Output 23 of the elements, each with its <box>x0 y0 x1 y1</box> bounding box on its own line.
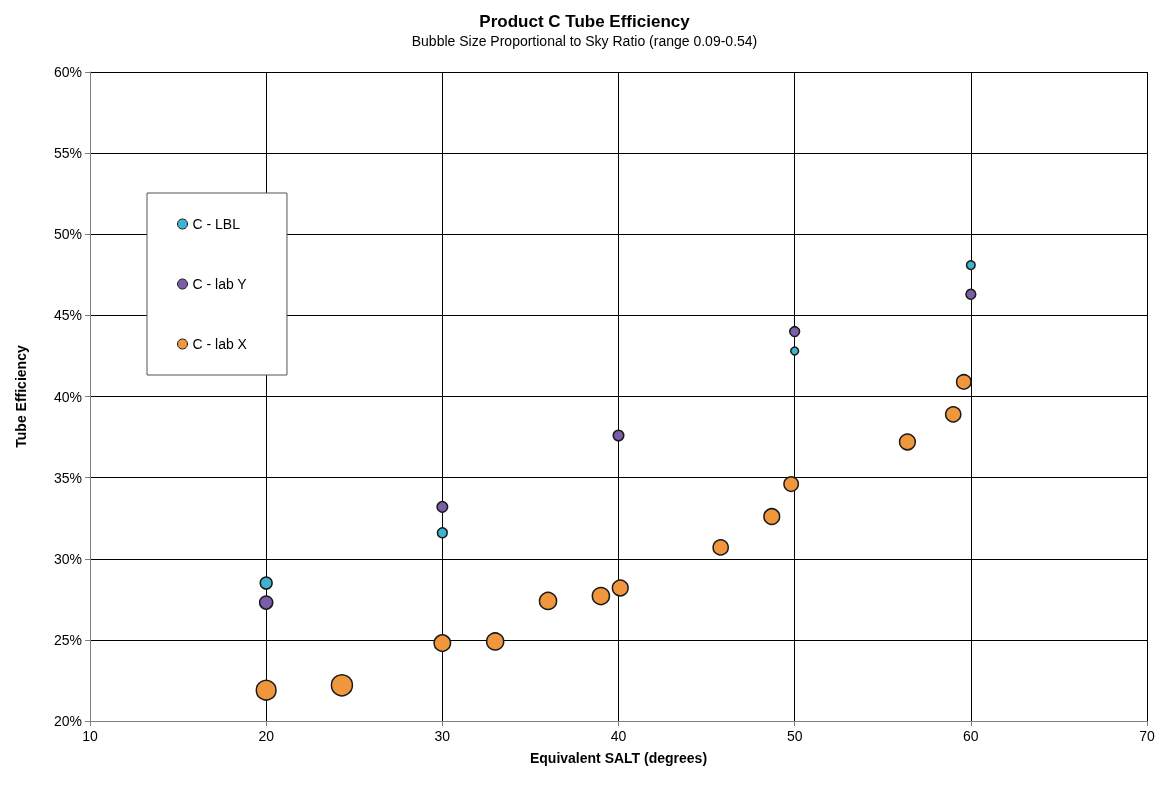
x-tick-label: 30 <box>434 728 451 744</box>
y-tick-label: 50% <box>53 226 82 243</box>
y-axis-title: Tube Efficiency <box>13 345 29 448</box>
y-tick-label: 45% <box>53 307 82 324</box>
chart-subtitle: Bubble Size Proportional to Sky Ratio (range 0.09-0.54) <box>411 33 758 49</box>
x-tick-label: 20 <box>258 728 275 744</box>
y-tick-label: 40% <box>53 388 82 405</box>
y-tick-label: 25% <box>53 631 82 648</box>
y-tick-label: 55% <box>53 145 82 162</box>
x-tick-label: 60 <box>963 728 979 744</box>
legend-label: C - LBL <box>192 216 241 232</box>
x-tick-label: 10 <box>82 728 98 744</box>
legend-label: C - lab Y <box>192 276 248 292</box>
x-axis-title: Equivalent SALT (degrees) <box>529 750 708 766</box>
chart-title: Product C Tube Efficiency <box>479 12 691 31</box>
x-tick-label: 50 <box>786 728 803 744</box>
y-tick-label: 30% <box>53 550 82 567</box>
y-tick-label: 35% <box>53 469 82 486</box>
legend-label: C - lab X <box>192 336 248 352</box>
y-tick-label: 60% <box>53 64 82 80</box>
y-tick-label: 20% <box>53 713 82 729</box>
x-tick-label: 40 <box>610 728 627 744</box>
x-tick-label: 70 <box>1139 728 1155 744</box>
